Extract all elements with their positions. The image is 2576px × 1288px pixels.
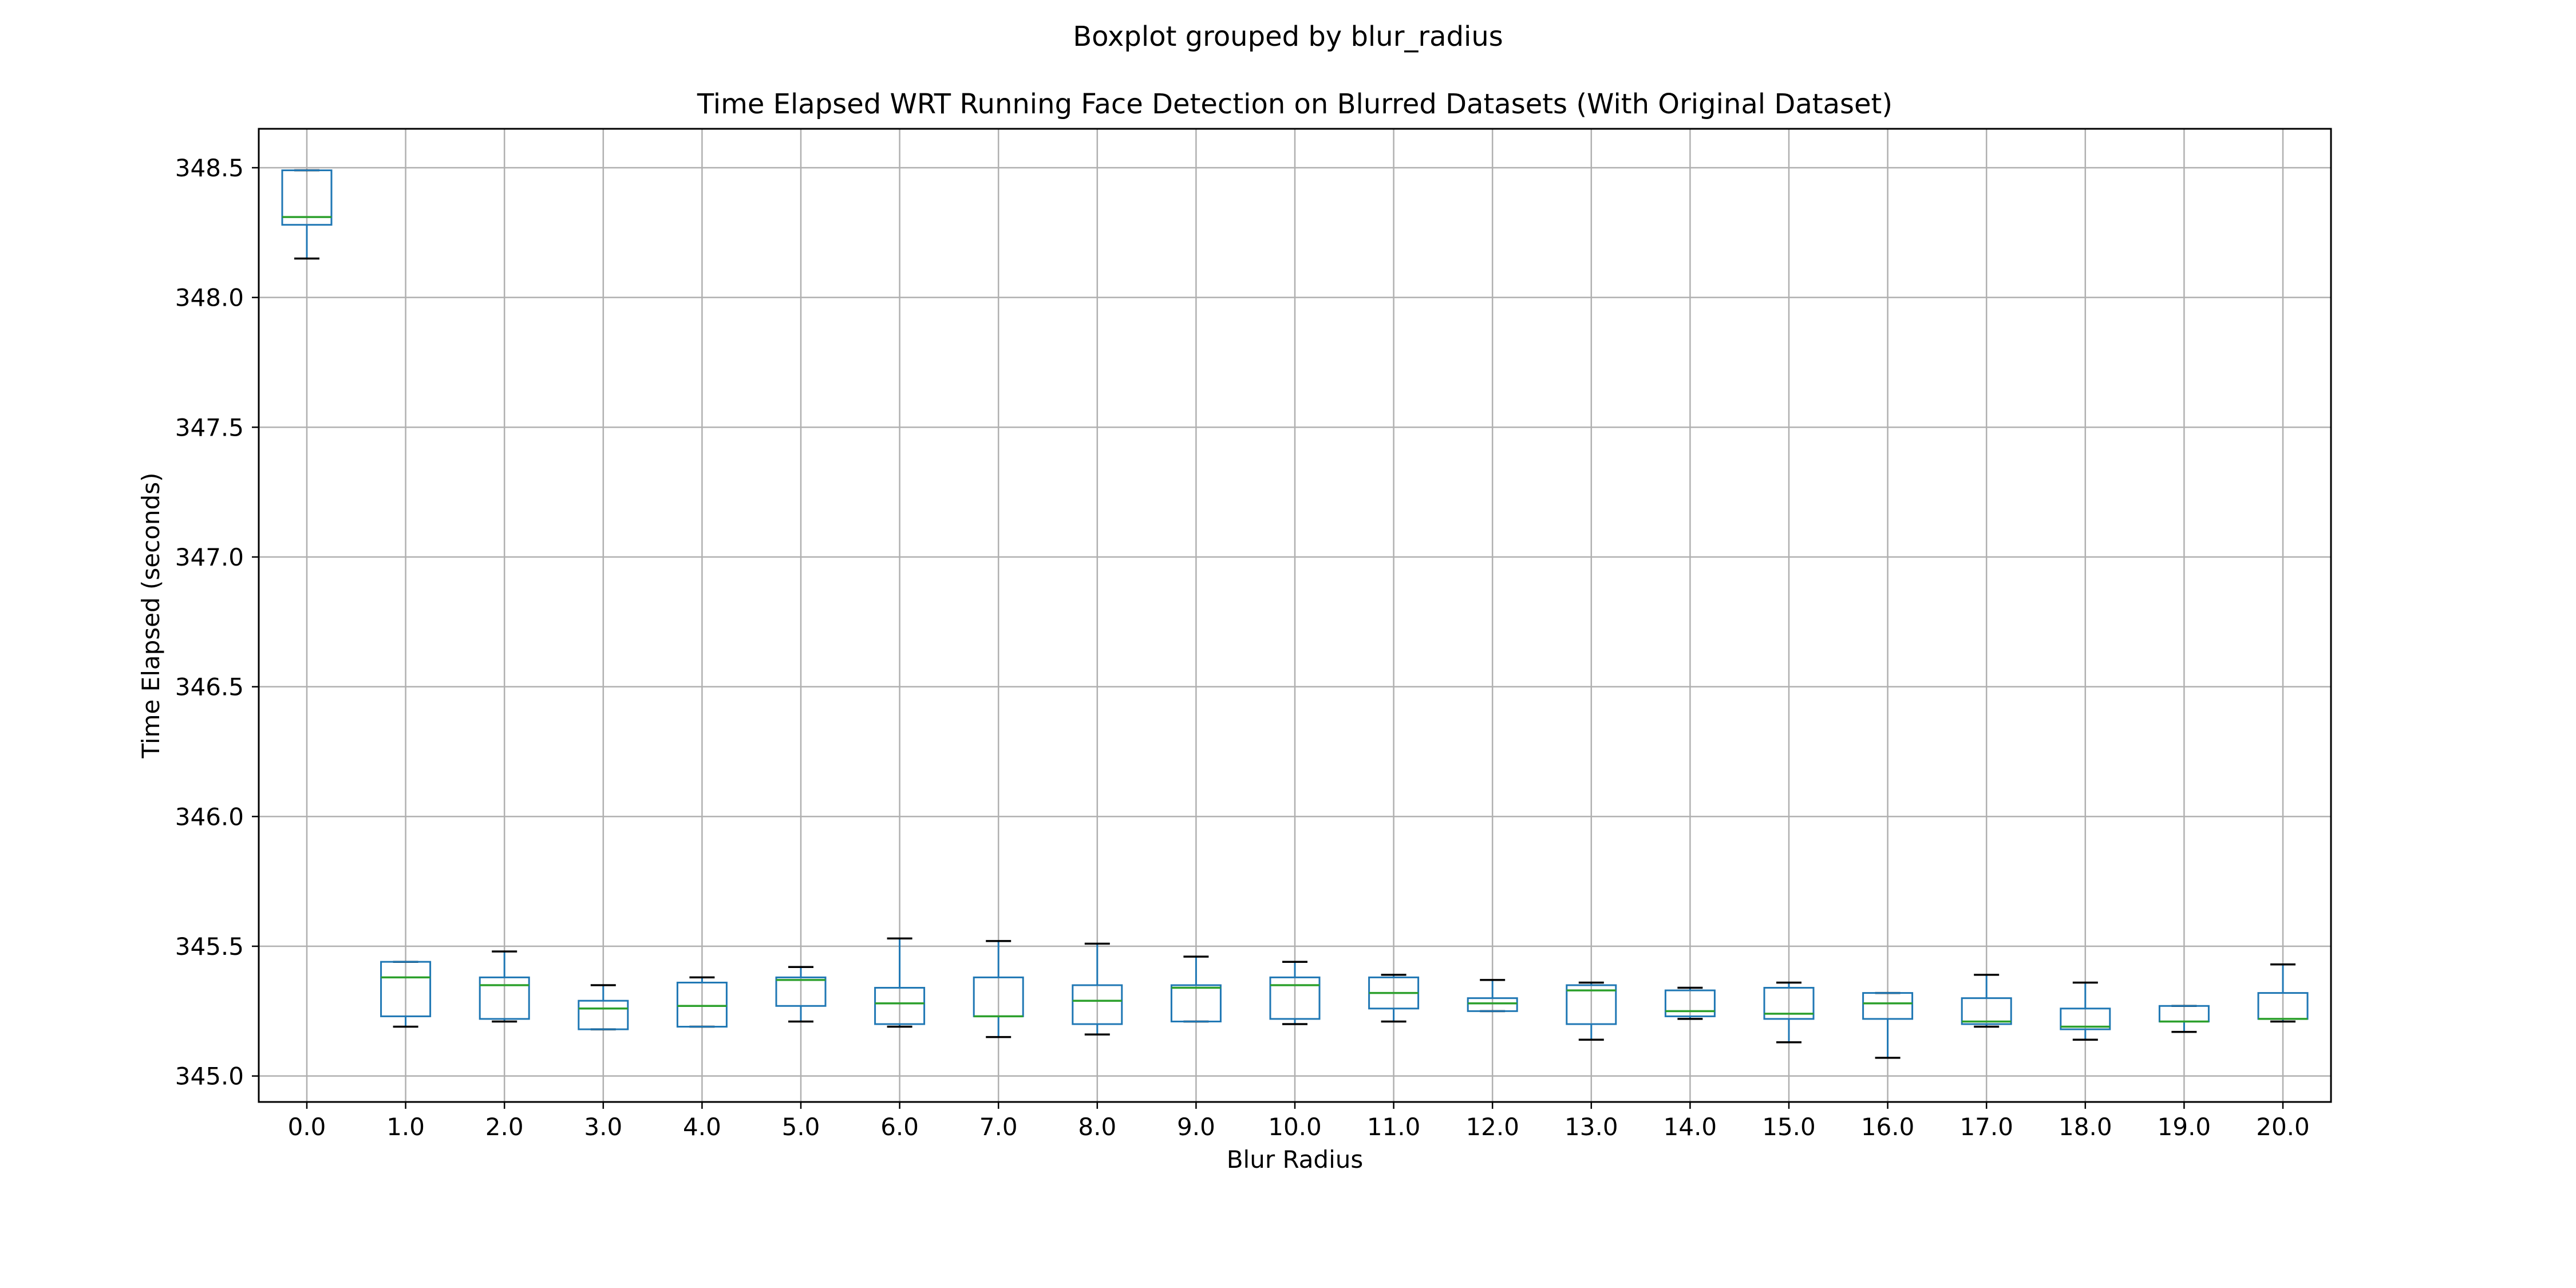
box-group [479,950,530,1023]
grid-layer [259,129,2331,1102]
box-group [1862,991,1914,1059]
box-iqr [1467,997,1518,1012]
box-group [1664,986,1716,1020]
x-tick-label: 6.0 [880,1113,919,1141]
y-tick-label: 346.5 [175,673,244,701]
x-axis-label: Blur Radius [1227,1145,1364,1174]
box-group [1072,942,1123,1036]
box-iqr [1664,989,1716,1017]
box-group [2060,981,2111,1041]
x-tick-label: 4.0 [683,1113,721,1141]
box-group [281,169,333,260]
ticks-layer: 345.0 345.5 346.0 346.5 347.0 347.5 348.0 348.5… [175,154,2310,1141]
box-group [676,976,728,1028]
box-group [775,966,827,1023]
x-tick-label: 2.0 [485,1113,524,1141]
x-tick-label: 20.0 [2256,1113,2310,1141]
chart-title: Time Elapsed WRT Running Face Detection … [697,88,1893,120]
x-tick-label: 12.0 [1465,1113,1519,1141]
boxes-layer [281,169,2309,1059]
x-tick-label: 18.0 [2059,1113,2112,1141]
x-tick-label: 15.0 [1762,1113,1816,1141]
box-iqr [775,976,827,1007]
box-iqr [1269,976,1321,1020]
x-tick-label: 16.0 [1861,1113,1915,1141]
x-tick-label: 3.0 [584,1113,622,1141]
x-tick-label: 8.0 [1078,1113,1116,1141]
x-tick-label: 9.0 [1177,1113,1215,1141]
box-iqr [1763,987,1815,1020]
y-tick-label: 346.0 [175,803,244,831]
x-tick-label: 7.0 [979,1113,1018,1141]
box-group [2158,1005,2210,1033]
y-tick-label: 347.5 [175,413,244,441]
x-tick-label: 13.0 [1564,1113,1618,1141]
box-group [1763,981,1815,1044]
box-iqr [1072,984,1123,1025]
box-group [1269,961,1321,1025]
box-iqr [281,169,333,226]
box-group [973,940,1024,1038]
y-tick-label: 345.0 [175,1062,244,1091]
box-iqr [874,987,926,1025]
box-iqr [1566,984,1617,1025]
box-group [2257,963,2309,1023]
box-iqr [2060,1008,2111,1030]
x-tick-label: 19.0 [2158,1113,2211,1141]
x-tick-label: 17.0 [1959,1113,2013,1141]
box-group [874,937,926,1028]
x-tick-label: 5.0 [782,1113,820,1141]
y-tick-label: 345.5 [175,933,244,961]
box-iqr [1170,984,1222,1022]
x-tick-label: 10.0 [1268,1113,1322,1141]
box-group [1467,979,1518,1013]
box-iqr [380,961,432,1017]
box-iqr [479,976,530,1020]
y-tick-label: 348.5 [175,154,244,182]
y-axis-label: Time Elapsed (seconds) [137,473,165,759]
box-group [1566,981,1617,1041]
box-group [1961,974,2012,1028]
box-group [1368,974,1420,1023]
x-tick-label: 1.0 [386,1113,425,1141]
box-iqr [1862,992,1914,1020]
x-tick-label: 0.0 [288,1113,326,1141]
x-tick-label: 11.0 [1367,1113,1421,1141]
chart-suptitle: Boxplot grouped by blur_radius [1073,21,1503,53]
box-iqr [1961,997,2012,1025]
box-group [578,984,629,1030]
box-group [380,961,432,1028]
y-tick-label: 348.0 [175,284,244,312]
x-tick-label: 14.0 [1664,1113,1717,1141]
box-iqr [578,999,629,1030]
y-tick-label: 347.0 [175,543,244,571]
box-iqr [676,981,728,1028]
box-group [1170,955,1222,1023]
